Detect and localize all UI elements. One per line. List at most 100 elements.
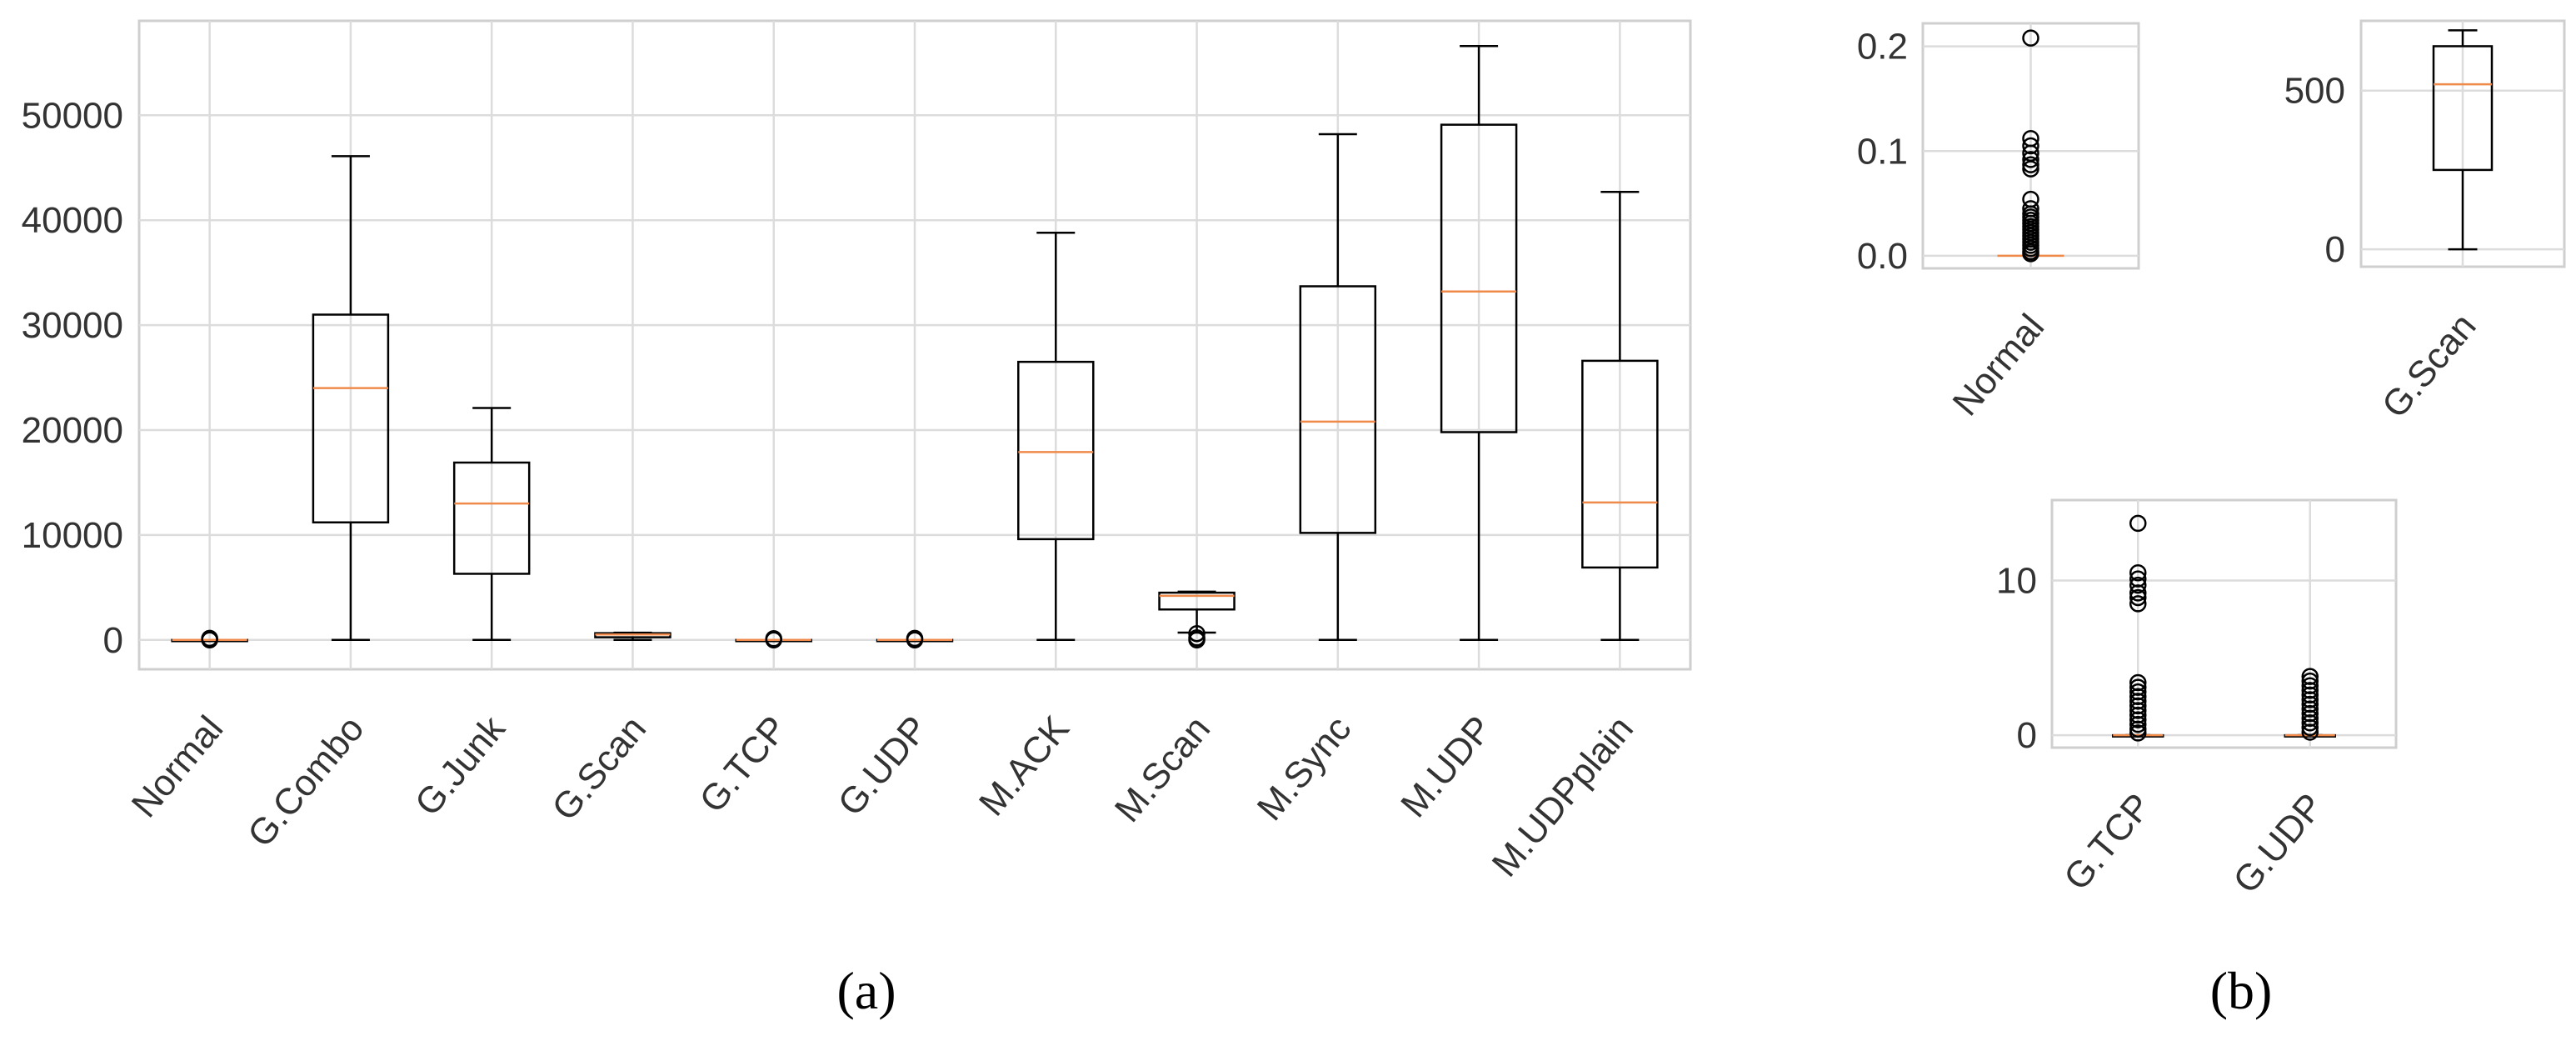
box-m-udp <box>1440 44 1518 642</box>
y-tick-label: 30000 <box>22 305 123 346</box>
flier-point <box>2022 160 2039 178</box>
x-category-label: M.Sync <box>1250 708 1360 828</box>
flier-point <box>2301 709 2319 727</box>
x-category-label: G.Scan <box>2374 306 2484 426</box>
x-category-label: G.TCP <box>2056 786 2159 898</box>
box-normal <box>171 629 248 649</box>
x-category-label: M.UDPplain <box>1485 708 1641 884</box>
flier-point <box>765 629 782 648</box>
box-normal <box>1997 29 2064 263</box>
flier-point <box>2129 697 2147 715</box>
x-category-label: G.UDP <box>831 708 936 823</box>
flier-point <box>2129 724 2147 742</box>
y-tick-label: 20000 <box>22 410 123 451</box>
flier-point <box>2129 688 2147 705</box>
box-g-tcp <box>735 629 812 649</box>
flier-point <box>2301 668 2319 685</box>
flier-point <box>2129 693 2147 710</box>
y-tick-label: 10000 <box>22 515 123 556</box>
flier-point <box>2022 29 2039 47</box>
flier-point <box>2129 673 2147 692</box>
y-tick-label: 0.2 <box>1857 27 1908 68</box>
box-iqr <box>452 461 531 575</box>
flier-point <box>2301 672 2319 690</box>
flier-point <box>2301 695 2319 713</box>
flier-point <box>2129 570 2147 588</box>
box-iqr <box>1158 591 1236 611</box>
x-category-label: G.UDP <box>2225 786 2331 901</box>
flier-point <box>2022 245 2039 263</box>
flier-point <box>2129 715 2147 733</box>
flier-point <box>2301 704 2319 723</box>
box-m-ack <box>1017 232 1095 642</box>
panel-label-a: (a) <box>836 961 896 1020</box>
flier-point <box>2301 677 2319 694</box>
box-g-junk <box>452 407 531 642</box>
x-category-label: G.Combo <box>240 708 372 855</box>
chart-normal: 0.0 0.1 0.2 Normal <box>1857 22 2140 423</box>
x-category-label: G.Junk <box>407 708 514 823</box>
flier-point <box>2129 711 2147 728</box>
x-category-label: G.TCP <box>691 708 795 820</box>
box-iqr <box>1440 123 1518 433</box>
flier-point <box>2301 700 2319 718</box>
box-m-sync <box>1299 133 1377 642</box>
y-tick-label: 0 <box>2017 715 2037 756</box>
x-category-label: M.ACK <box>971 708 1077 823</box>
box-iqr <box>2432 45 2494 172</box>
flier-point <box>2022 151 2039 168</box>
box-iqr <box>1581 359 1659 569</box>
x-category-label: Normal <box>124 708 232 825</box>
flier-point <box>2129 584 2147 602</box>
box-g-combo <box>312 155 390 642</box>
flier-point <box>2129 683 2147 701</box>
y-tick-label: 500 <box>2284 71 2345 112</box>
box-g-tcp <box>2112 514 2164 742</box>
flier-point <box>2301 723 2319 741</box>
y-tick-label: 40000 <box>22 200 123 241</box>
flier-point <box>201 629 218 648</box>
y-tick-label: 0 <box>2325 229 2345 270</box>
x-category-label: M.UDP <box>1393 708 1500 825</box>
box-iqr <box>312 313 390 524</box>
flier-point <box>2022 137 2039 155</box>
flier-point <box>2129 702 2147 719</box>
flier-point <box>2301 691 2319 708</box>
flier-point <box>2022 156 2039 173</box>
flier-point <box>2301 682 2319 699</box>
flier-point <box>2301 718 2319 737</box>
x-category-label: M.Scan <box>1107 708 1218 830</box>
flier-point <box>2129 595 2147 613</box>
flier-point <box>2129 576 2147 594</box>
chart-gscan: 0 500 G.Scan <box>2284 19 2566 426</box>
y-tick-label: 50000 <box>22 95 123 136</box>
y-tick-label: 10 <box>1996 561 2037 602</box>
flier-point <box>1188 631 1206 649</box>
y-tick-label: 0.1 <box>1857 131 1908 172</box>
box-m-udpplain <box>1581 190 1659 642</box>
flier-point <box>2301 714 2319 732</box>
box-g-scan <box>594 631 671 642</box>
box-m-scan <box>1158 590 1236 649</box>
flier-point <box>1188 624 1206 643</box>
flier-point <box>2129 514 2147 533</box>
flier-point <box>2129 588 2147 607</box>
flier-point <box>2129 563 2147 582</box>
box-iqr <box>1017 360 1095 541</box>
chart-tcpudp: 0 10 G.TCP G.UDP <box>1996 498 2398 901</box>
chart-main: 0 10000 20000 30000 40000 50000 Normal G.Combo G… <box>22 19 1692 884</box>
box-iqr <box>1299 285 1377 534</box>
box-g-udp <box>876 629 954 649</box>
box-g-scan <box>2432 29 2494 251</box>
x-category-label: G.Scan <box>544 708 654 828</box>
box-g-udp <box>2284 668 2336 741</box>
plot-area <box>2050 498 2398 749</box>
flier-point <box>2129 678 2147 696</box>
panel-label-b: (b) <box>2210 961 2273 1020</box>
flier-point <box>2129 706 2147 724</box>
x-category-label: Normal <box>1944 307 2052 423</box>
y-tick-label: 0.0 <box>1857 236 1908 277</box>
flier-point <box>2301 686 2319 704</box>
